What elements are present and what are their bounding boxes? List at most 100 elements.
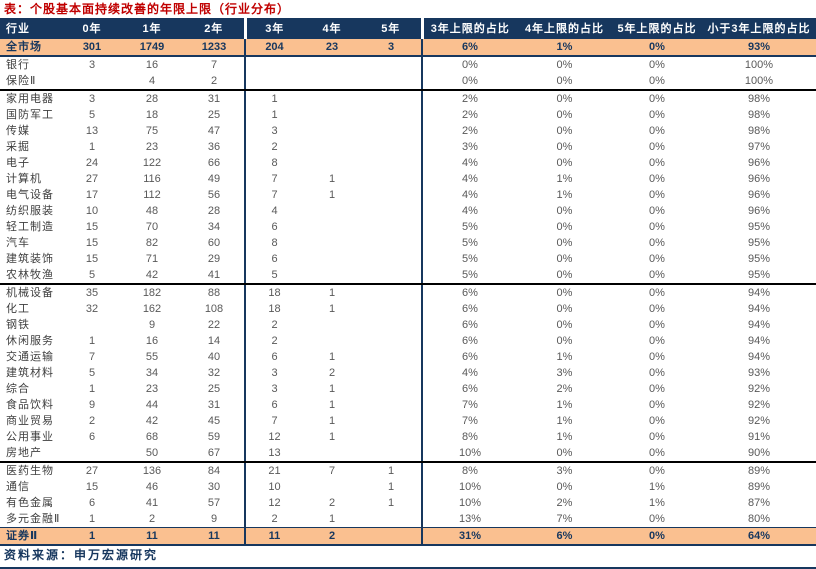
- value-cell: 1%: [556, 189, 573, 201]
- value-cell: 96%: [747, 189, 771, 201]
- value-cell: 0%: [649, 367, 665, 379]
- value-cell: 13: [85, 125, 99, 137]
- value-cell: 0%: [556, 303, 573, 315]
- value-cell: 4%: [421, 187, 517, 203]
- value-cell: [303, 56, 361, 73]
- value-cell: 60: [207, 237, 221, 249]
- value-cell: 4%: [421, 203, 517, 219]
- value-cell: 1: [328, 351, 336, 363]
- value-cell: 96%: [747, 205, 771, 217]
- col-header-pct-lt3yr: 小于3年上限的占比: [702, 18, 816, 39]
- value-cell: 0%: [649, 93, 665, 105]
- value-cell: 0%: [649, 141, 665, 153]
- value-cell: [361, 139, 422, 155]
- value-cell: 8%: [421, 462, 517, 479]
- table-row: 保险Ⅱ 4 2 0% 0% 0% 100%: [0, 73, 816, 91]
- value-cell: 0%: [649, 319, 665, 331]
- table-title: 表：个股基本面持续改善的年限上限（行业分布）: [4, 2, 291, 16]
- value-cell: 0%: [612, 267, 702, 285]
- value-cell: [244, 73, 303, 91]
- source-note: 资料来源：申万宏源研究: [4, 548, 159, 562]
- table-row: 农林牧渔 5 42 41 5 5% 0% 0% 95%: [0, 267, 816, 285]
- value-cell: [361, 56, 422, 73]
- value-cell: 94%: [747, 287, 771, 299]
- value-cell: 0%: [649, 431, 665, 443]
- value-cell: 0%: [649, 351, 665, 363]
- value-cell: 1%: [556, 399, 573, 411]
- value-cell: 0%: [421, 56, 517, 73]
- value-cell: [361, 511, 422, 528]
- value-cell: [361, 381, 422, 397]
- value-cell: 30: [207, 481, 221, 493]
- value-cell: 0%: [649, 173, 665, 185]
- value-cell: 80%: [747, 513, 771, 525]
- value-cell: 136: [142, 465, 162, 477]
- value-cell: 9: [148, 319, 156, 331]
- value-cell: 3: [88, 93, 96, 105]
- value-cell: 31%: [421, 527, 517, 546]
- value-cell: 2: [244, 511, 303, 528]
- value-cell: [361, 365, 422, 381]
- value-cell: 4: [244, 203, 303, 219]
- table-row: 传媒 13 75 47 3 2% 0% 0% 98%: [0, 123, 816, 139]
- value-cell: 82: [145, 237, 159, 249]
- value-cell: 31: [207, 399, 221, 411]
- table-row: 银行 3 16 7 0% 0% 0% 100%: [0, 56, 816, 73]
- value-cell: [361, 171, 422, 187]
- value-cell: 89%: [747, 465, 771, 477]
- value-cell: 92%: [747, 383, 771, 395]
- value-cell: 21: [244, 462, 303, 479]
- value-cell: 1: [328, 189, 336, 201]
- table-row: 多元金融Ⅱ 1 2 9 2 1 13% 7% 0% 80%: [0, 511, 816, 528]
- table-body: 全市场 301 1749 1233 204 23 3 6% 1% 0% 93% 银行 3 16 7 0% 0% 0…: [0, 38, 816, 546]
- value-cell: 94%: [747, 351, 771, 363]
- value-cell: 0%: [649, 399, 665, 411]
- value-cell: 66: [207, 157, 221, 169]
- table-row: 通信 15 46 30 10 1 10% 0% 1% 89%: [0, 479, 816, 495]
- value-cell: 13%: [421, 511, 517, 528]
- value-cell: 6: [244, 349, 303, 365]
- industry-name: 建筑材料: [6, 367, 54, 379]
- value-cell: 0%: [649, 109, 665, 121]
- value-cell: 27: [85, 465, 99, 477]
- value-cell: 96%: [747, 173, 771, 185]
- industry-name: 化工: [6, 303, 30, 315]
- value-cell: 7%: [421, 413, 517, 429]
- value-cell: 1%: [556, 431, 573, 443]
- value-cell: [361, 187, 422, 203]
- value-cell: 23: [303, 38, 361, 57]
- value-cell: 42: [145, 415, 159, 427]
- industry-name: 汽车: [6, 237, 30, 249]
- industry-distribution-table: 行业 0年 1年 2年 3年 4年 5年 3年上限的占比 4年上限的占比 5年上…: [0, 18, 816, 546]
- value-cell: 87%: [747, 497, 771, 509]
- value-cell: 10%: [421, 479, 517, 495]
- value-cell: 94%: [747, 335, 771, 347]
- value-cell: [303, 219, 361, 235]
- value-cell: 15: [85, 253, 99, 265]
- value-cell: 8%: [421, 429, 517, 445]
- value-cell: 5%: [421, 251, 517, 267]
- value-cell: 8: [244, 155, 303, 171]
- value-cell: [361, 397, 422, 413]
- industry-name: 银行: [6, 59, 30, 71]
- industry-name: 国防军工: [6, 109, 54, 121]
- value-cell: 47: [207, 125, 221, 137]
- value-cell: [361, 123, 422, 139]
- table-row: 综合 1 23 25 3 1 6% 2% 0% 92%: [0, 381, 816, 397]
- value-cell: 11: [244, 527, 303, 546]
- bottom-rule: [0, 567, 816, 569]
- value-cell: 15: [85, 237, 99, 249]
- table-row: 家用电器 3 28 31 1 2% 0% 0% 98%: [0, 90, 816, 107]
- industry-name: 纺织服装: [6, 205, 54, 217]
- value-cell: 5%: [421, 235, 517, 251]
- value-cell: 4%: [421, 365, 517, 381]
- industry-name: 钢铁: [6, 319, 30, 331]
- table-row: 建筑装饰 15 71 29 6 5% 0% 0% 95%: [0, 251, 816, 267]
- value-cell: [303, 333, 361, 349]
- value-cell: 14: [207, 335, 221, 347]
- value-cell: 2: [328, 367, 336, 379]
- value-cell: 100%: [702, 73, 816, 91]
- value-cell: 16: [145, 335, 159, 347]
- table-row: 全市场 301 1749 1233 204 23 3 6% 1% 0% 93%: [0, 38, 816, 57]
- value-cell: [303, 107, 361, 123]
